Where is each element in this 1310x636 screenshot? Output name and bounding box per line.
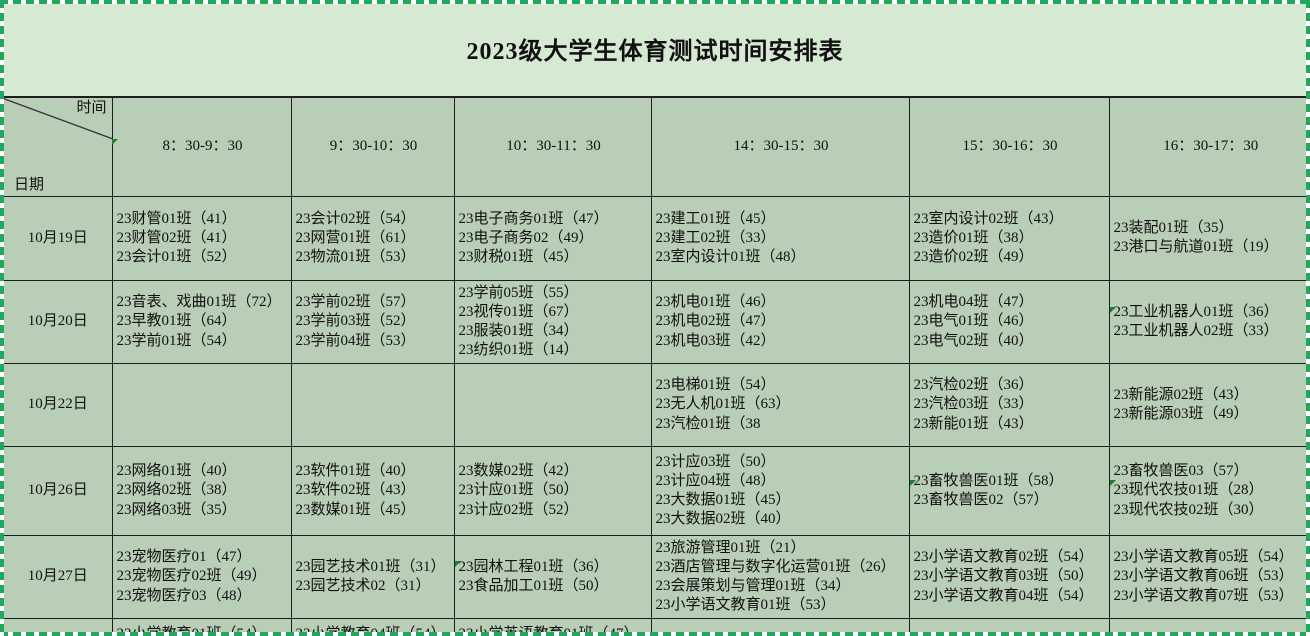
date-cell[interactable]: 10月22日 [0, 362, 113, 447]
corner-cell[interactable]: 时间 日期 [0, 96, 113, 197]
date-cell[interactable]: 10月20日 [0, 279, 113, 364]
schedule-cell[interactable]: 23旅游管理01班（21） 23酒店管理与数字化运营01班（26） 23会展策划… [650, 534, 910, 619]
date-cell[interactable]: 10月27日 [0, 534, 113, 619]
corner-label-time: 时间 [76, 100, 107, 116]
schedule-cell[interactable]: 23汽检02班（36） 23汽检03班（33） 23新能01班（43） [908, 362, 1110, 447]
schedule-cell[interactable]: 23畜牧兽医03（57） 23现代农技01班（28） 23现代农技02班（30） [1108, 445, 1310, 536]
marquee-border-bottom [0, 632, 1310, 636]
schedule-cell[interactable]: 23小学英语教育01班（47） 23小学英语教育02班（41） 23小学英语教育… [453, 617, 652, 636]
schedule-table: 时间 日期 8：30-9：30 9：30-10：30 10：30-11：30 1… [0, 96, 1310, 636]
corner-label-date: 日期 [14, 176, 45, 193]
page-title: 2023级大学生体育测试时间安排表 [466, 38, 844, 65]
time-header-cell[interactable]: 16：30-17：30 [1108, 96, 1310, 197]
schedule-cell[interactable]: 23机电01班（46） 23机电02班（47） 23机电03班（42） [650, 279, 910, 364]
diagonal-line [2, 98, 111, 139]
schedule-cell[interactable]: 23小学语文教育02班（54） 23小学语文教育03班（50） 23小学语文教育… [908, 534, 1110, 619]
table-row: 10月22日 23电梯01班（54） 23无人机01班（63） 23汽检01班（… [0, 362, 1310, 447]
schedule-cell[interactable]: 23宠物医疗01（47） 23宠物医疗02班（49） 23宠物医疗03（48） [111, 534, 292, 619]
schedule-cell[interactable] [650, 617, 910, 636]
schedule-cell[interactable] [1108, 617, 1310, 636]
schedule-cell[interactable]: 23装配01班（35） 23港口与航道01班（19） [1108, 195, 1310, 281]
schedule-cell[interactable]: 23小学教育01班（54） 23小学教育02班（50） 23小学教育03班（55… [111, 617, 292, 636]
marquee-border-left [0, 0, 4, 636]
schedule-cell[interactable]: 23音表、戏曲01班（72） 23早教01班（64） 23学前01班（54） [111, 279, 292, 364]
schedule-cell[interactable]: 23机电04班（47） 23电气01班（46） 23电气02班（40） [908, 279, 1110, 364]
time-header-cell[interactable]: 8：30-9：30 [111, 96, 292, 197]
schedule-cell[interactable]: 23新能源02班（43） 23新能源03班（49） [1108, 362, 1310, 447]
schedule-cell[interactable]: 23畜牧兽医01班（58） 23畜牧兽医02（57） [908, 445, 1110, 536]
schedule-cell[interactable] [290, 362, 455, 447]
schedule-cell[interactable] [908, 617, 1110, 636]
schedule-cell[interactable]: 23园林工程01班（36） 23食品加工01班（50） [453, 534, 652, 619]
schedule-cell[interactable] [453, 362, 652, 447]
schedule-cell[interactable]: 23学前05班（55） 23视传01班（67） 23服装01班（34） 23纺织… [453, 279, 652, 364]
schedule-cell[interactable]: 23数媒02班（42） 23计应01班（50） 23计应02班（52） [453, 445, 652, 536]
time-header-cell[interactable]: 9：30-10：30 [290, 96, 455, 197]
marquee-border-top [0, 0, 1310, 4]
time-header-cell[interactable]: 15：30-16：30 [908, 96, 1110, 197]
schedule-cell[interactable]: 23园艺技术01班（31） 23园艺技术02（31） [290, 534, 455, 619]
table-row: 10月19日 23财管01班（41） 23财管02班（41） 23会计01班（5… [0, 195, 1310, 281]
table-row: 11月2日 23小学教育01班（54） 23小学教育02班（50） 23小学教育… [0, 617, 1310, 636]
header-row: 时间 日期 8：30-9：30 9：30-10：30 10：30-11：30 1… [0, 96, 1310, 197]
schedule-cell[interactable]: 23软件01班（40） 23软件02班（43） 23数媒01班（45） [290, 445, 455, 536]
smart-tag-triangle-icon [1110, 480, 1116, 486]
schedule-cell[interactable] [111, 362, 292, 447]
smart-tag-triangle-icon [1110, 307, 1116, 313]
table-row: 10月27日 23宠物医疗01（47） 23宠物医疗02班（49） 23宠物医疗… [0, 534, 1310, 619]
table-row: 10月20日 23音表、戏曲01班（72） 23早教01班（64） 23学前01… [0, 279, 1310, 364]
schedule-cell[interactable]: 23小学语文教育05班（54） 23小学语文教育06班（53） 23小学语文教育… [1108, 534, 1310, 619]
schedule-cell[interactable]: 23工业机器人01班（36） 23工业机器人02班（33） [1108, 279, 1310, 364]
schedule-cell[interactable]: 23电子商务01班（47） 23电子商务02（49） 23财税01班（45） [453, 195, 652, 281]
marquee-border-right [1306, 0, 1310, 636]
smart-tag-triangle-icon [112, 139, 118, 145]
schedule-cell[interactable]: 23财管01班（41） 23财管02班（41） 23会计01班（52） [111, 195, 292, 281]
date-cell[interactable]: 10月19日 [0, 195, 113, 281]
schedule-cell[interactable]: 23网络01班（40） 23网络02班（38） 23网络03班（35） [111, 445, 292, 536]
smart-tag-triangle-icon [455, 561, 461, 567]
table-row: 10月26日 23网络01班（40） 23网络02班（38） 23网络03班（3… [0, 445, 1310, 536]
schedule-cell[interactable]: 23室内设计02班（43） 23造价01班（38） 23造价02班（49） [908, 195, 1110, 281]
date-cell[interactable]: 11月2日 [0, 617, 113, 636]
schedule-cell[interactable]: 23小学教育04班（54） 23小学教育05班（51） 23小学教育06班（53… [290, 617, 455, 636]
date-cell[interactable]: 10月26日 [0, 445, 113, 536]
schedule-cell[interactable]: 23学前02班（57） 23学前03班（52） 23学前04班（53） [290, 279, 455, 364]
schedule-cell[interactable]: 23会计02班（54） 23网营01班（61） 23物流01班（53） [290, 195, 455, 281]
time-header-cell[interactable]: 14：30-15：30 [650, 96, 910, 197]
schedule-cell[interactable]: 23计应03班（50） 23计应04班（48） 23大数据01班（45） 23大… [650, 445, 910, 536]
time-header-cell[interactable]: 10：30-11：30 [453, 96, 652, 197]
schedule-cell[interactable]: 23建工01班（45） 23建工02班（33） 23室内设计01班（48） [650, 195, 910, 281]
schedule-cell[interactable]: 23电梯01班（54） 23无人机01班（63） 23汽检01班（38 [650, 362, 910, 447]
smart-tag-triangle-icon [910, 480, 916, 486]
